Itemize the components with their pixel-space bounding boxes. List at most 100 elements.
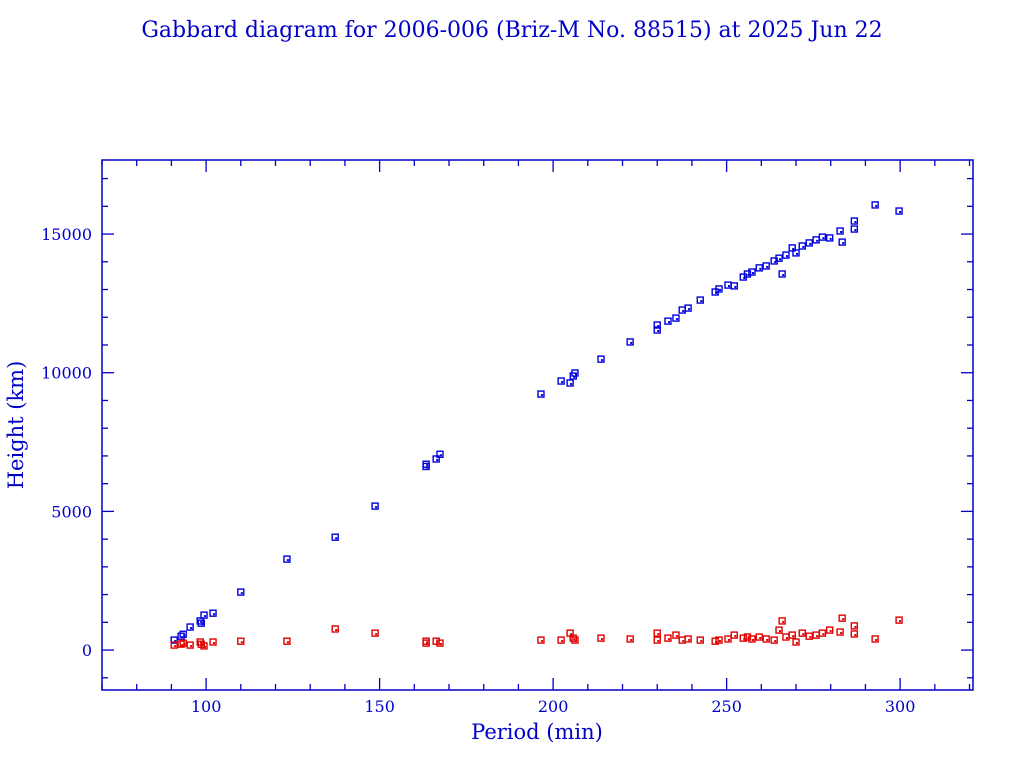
apogee-point [762,262,770,270]
perigee-point [672,631,680,639]
perigee-point [331,625,339,633]
apogee-point [730,282,738,290]
perigee-point [436,639,444,647]
perigee-point [812,631,820,639]
perigee-point [209,638,217,646]
perigee-point [715,636,723,644]
apogee-point [432,455,440,463]
x-tick-label: 300 [885,697,916,716]
apogee-point [798,242,806,250]
apogee-point [778,270,786,278]
apogee-point [812,236,820,244]
data-points [170,201,903,650]
perigee-point [818,629,827,637]
apogee-point [782,251,790,259]
apogee-point [825,234,834,242]
apogee-point [805,239,813,247]
perigee-point [170,641,178,649]
apogee-point [755,264,763,272]
apogee-point [678,306,686,314]
perigee-point [775,626,783,634]
perigee-point [653,636,661,644]
apogee-point [871,201,879,209]
apogee-point [715,285,723,293]
perigee-point [537,636,545,644]
perigee-point [432,637,440,645]
apogee-point [792,249,800,257]
y-tick-label: 15000 [41,225,92,244]
x-axis-label: Period (min) [471,720,603,744]
perigee-point [730,631,738,639]
apogee-point [684,304,692,312]
apogee-point [838,238,846,246]
apogee-point [850,217,859,225]
x-tick-label: 150 [364,697,395,716]
perigee-point [836,628,844,636]
perigee-point [871,635,879,643]
x-tick-label: 200 [538,697,569,716]
y-tick-label: 5000 [51,502,92,521]
axis-ticks [101,160,973,690]
apogee-point [850,225,859,233]
apogee-point [653,326,661,334]
perigee-point [778,617,786,625]
y-tick-label: 0 [82,641,92,660]
apogee-point [436,450,444,458]
perigee-point [557,636,565,644]
apogee-point [818,233,827,241]
perigee-point [762,635,770,643]
apogee-point [788,244,796,252]
perigee-point [850,630,859,638]
perigee-point [571,636,579,644]
perigee-point [664,634,672,642]
apogee-point [537,390,545,398]
perigee-point [696,636,704,644]
perigee-point [626,635,634,643]
y-tick-label: 10000 [41,364,92,383]
apogee-point [422,460,430,468]
apogee-point [653,321,661,329]
perigee-point [805,632,813,640]
perigee-point [179,639,187,647]
perigee-point [755,633,763,641]
series-perigee [170,614,903,650]
perigee-point [597,634,605,642]
apogee-point [724,281,732,289]
perigee-point [895,616,903,624]
apogee-point [672,314,680,322]
perigee-point [770,636,778,644]
x-tick-label: 250 [711,697,742,716]
apogee-point [200,611,208,619]
perigee-point [782,633,790,641]
perigee-point [850,622,859,630]
apogee-point [209,609,217,617]
apogee-point [557,377,565,385]
apogee-point [237,588,245,596]
series-apogee [170,201,903,644]
apogee-point [186,623,194,631]
apogee-point [197,619,205,627]
apogee-point [597,355,605,363]
perigee-point [371,629,379,637]
perigee-point [838,614,846,622]
perigee-point [825,626,834,634]
perigee-point [186,641,194,649]
perigee-point [684,635,692,643]
x-tick-labels: 100 150 200 250 300 [191,697,916,716]
apogee-point [331,533,339,541]
apogee-point [748,268,756,276]
perigee-point [283,637,291,645]
perigee-point [569,634,577,642]
apogee-point [664,317,672,325]
perigee-point [798,629,806,637]
apogee-point [422,462,430,471]
apogee-point [775,254,783,262]
perigee-point [678,636,686,644]
perigee-point [200,642,208,650]
perigee-point [237,637,245,645]
perigee-point [792,638,800,646]
apogee-point [283,555,291,563]
perigee-point [788,631,796,639]
plot-frame [101,159,974,691]
